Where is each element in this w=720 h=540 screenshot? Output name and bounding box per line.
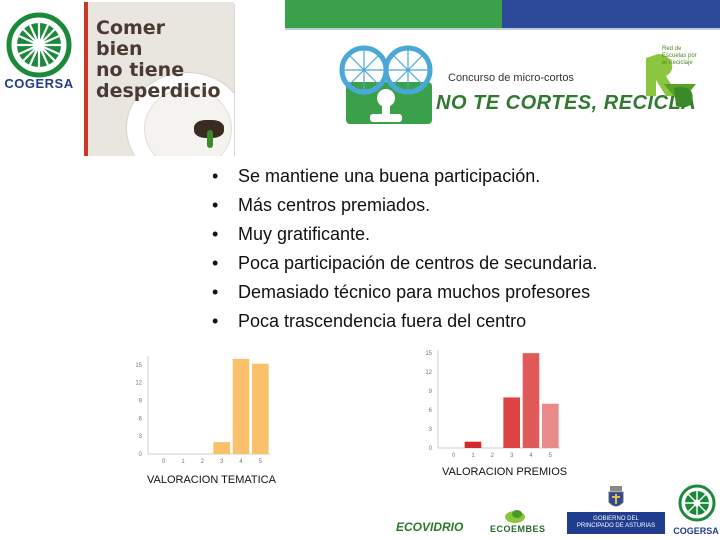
poster-line-3: no tiene xyxy=(96,59,185,81)
y-tick-label: 6 xyxy=(429,408,433,414)
cogersa-label: COGERSA xyxy=(4,76,74,91)
header-blue-bar xyxy=(502,0,720,28)
ecoembes-logo: ECOEMBES xyxy=(490,524,546,534)
cogersa-footer-icon xyxy=(678,484,716,522)
x-tick-label: 4 xyxy=(529,453,533,459)
chart-tematica-title: VALORACION TEMATICA xyxy=(147,474,276,486)
bullet-text: Demasiado técnico para muchos profesores xyxy=(238,282,591,302)
ecovidrio-logo: ECOVIDRIO xyxy=(396,520,464,534)
bullet-text: Muy gratificante. xyxy=(238,224,371,244)
cogersa-footer-label: COGERSA xyxy=(673,526,719,536)
bar xyxy=(503,397,520,448)
findings-list: • Se mantiene una buena participación. • M… xyxy=(212,162,597,336)
list-item: • Poca participación de centros de secund… xyxy=(212,249,597,278)
bar xyxy=(232,358,250,454)
y-tick-label: 6 xyxy=(139,416,143,422)
campaign-poster: Comer bien no tiene desperdicio xyxy=(84,2,234,156)
poster-line-2: bien xyxy=(96,38,143,60)
bullet-icon: • xyxy=(212,224,219,244)
bullet-icon: • xyxy=(212,253,219,273)
y-tick-label: 0 xyxy=(139,452,143,458)
poster-edge xyxy=(84,2,88,156)
bar xyxy=(252,363,269,454)
gov-line-2: PRINCIPADO DE ASTURIAS xyxy=(576,523,656,529)
x-tick-label: 0 xyxy=(452,453,456,459)
x-tick-label: 4 xyxy=(239,459,243,465)
y-tick-label: 3 xyxy=(139,434,143,440)
y-tick-label: 9 xyxy=(429,389,433,395)
poster-line-4: desperdicio xyxy=(96,80,221,102)
asturias-crest-icon xyxy=(607,484,625,510)
y-tick-label: 9 xyxy=(139,399,143,405)
x-tick-label: 2 xyxy=(491,453,495,459)
bar xyxy=(213,442,230,454)
x-tick-label: 3 xyxy=(220,459,224,465)
bullet-icon: • xyxy=(212,195,219,215)
ecoembes-icon xyxy=(502,508,528,524)
header-green-bar xyxy=(285,0,502,28)
x-tick-label: 5 xyxy=(549,453,553,459)
contest-title: NO TE CORTES, RECICLA xyxy=(436,92,697,114)
bar xyxy=(542,403,559,448)
gov-line-1: GOBIERNO DEL xyxy=(593,516,639,522)
list-item: • Poca trascendencia fuera del centro xyxy=(212,307,597,336)
bar xyxy=(522,353,540,448)
poster-divider xyxy=(234,4,235,156)
y-tick-label: 15 xyxy=(425,351,432,357)
soil-icon xyxy=(194,120,224,138)
header-rule xyxy=(285,28,720,30)
rvd-caption: Red de Escuelas por el Reciclaje xyxy=(662,46,697,66)
cogersa-logo xyxy=(6,12,72,94)
x-tick-label: 0 xyxy=(162,459,166,465)
contest-subtitle: Concurso de micro-cortos xyxy=(448,72,574,84)
bullet-text: Poca participación de centros de secunda… xyxy=(238,253,598,273)
x-tick-label: 2 xyxy=(201,459,205,465)
bullet-text: Poca trascendencia fuera del centro xyxy=(238,311,527,331)
bicycle-film-icon xyxy=(339,45,433,124)
list-item: • Más centros premiados. xyxy=(212,191,597,220)
list-item: • Demasiado técnico para muchos profesore… xyxy=(212,278,597,307)
y-tick-label: 0 xyxy=(429,446,433,452)
x-tick-label: 1 xyxy=(471,453,475,459)
poster-line-1: Comer xyxy=(96,17,166,39)
x-tick-label: 1 xyxy=(181,459,185,465)
sprout-icon xyxy=(207,130,213,148)
x-tick-label: 5 xyxy=(259,459,263,465)
bullet-text: Se mantiene una buena participación. xyxy=(238,166,541,186)
list-item: • Se mantiene una buena participación. xyxy=(212,162,597,191)
y-tick-label: 12 xyxy=(135,381,142,387)
rvd-logo xyxy=(640,44,706,112)
chart-premios-title: VALORACION PREMIOS xyxy=(442,466,568,478)
bar xyxy=(464,441,482,448)
bullet-icon: • xyxy=(212,166,219,186)
gobierno-asturias-logo: GOBIERNO DEL PRINCIPADO DE ASTURIAS xyxy=(567,512,665,534)
contest-logo xyxy=(336,40,440,128)
y-tick-label: 3 xyxy=(429,427,433,433)
list-item: • Muy gratificante. xyxy=(212,220,597,249)
bullet-text: Más centros premiados. xyxy=(238,195,431,215)
cogersa-emblem-icon xyxy=(6,12,72,78)
bullet-icon: • xyxy=(212,282,219,302)
y-tick-label: 12 xyxy=(425,370,432,376)
x-tick-label: 3 xyxy=(510,453,514,459)
recycle-schools-icon xyxy=(646,54,696,108)
bullet-icon: • xyxy=(212,311,219,331)
y-tick-label: 15 xyxy=(135,363,142,369)
